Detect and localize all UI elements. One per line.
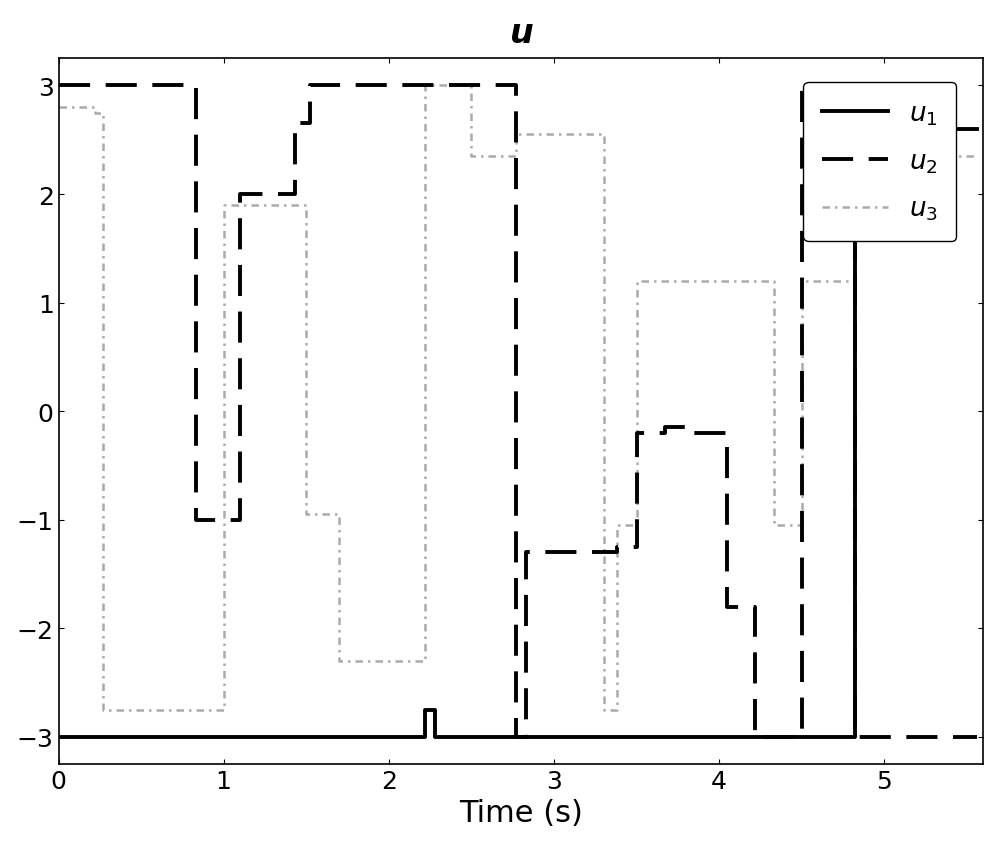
X-axis label: Time (s): Time (s) xyxy=(459,798,583,827)
Legend: $u_1$, $u_2$, $u_3$: $u_1$, $u_2$, $u_3$ xyxy=(803,83,956,241)
Title: $\boldsymbol{u}$: $\boldsymbol{u}$ xyxy=(509,17,533,50)
